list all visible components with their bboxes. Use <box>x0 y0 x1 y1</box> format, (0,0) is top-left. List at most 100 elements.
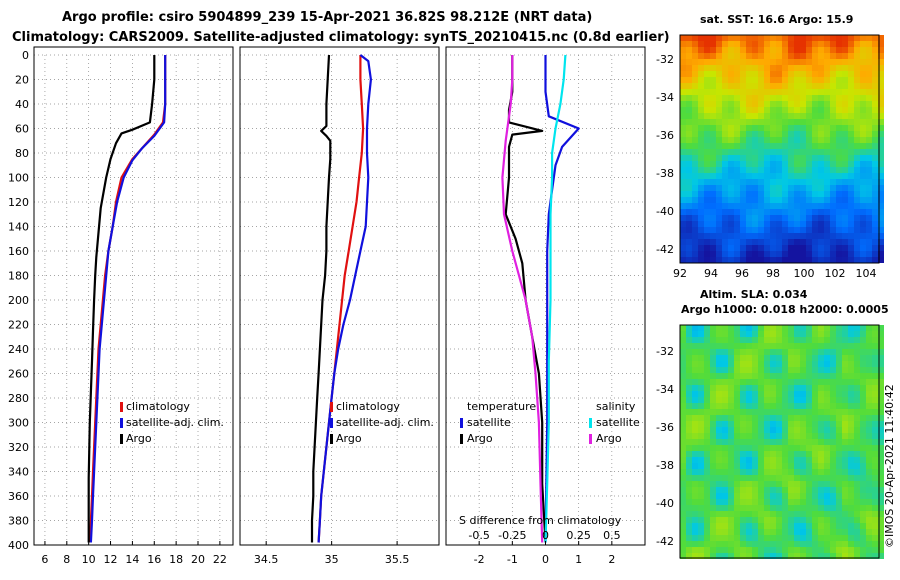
sla-map-cell <box>770 361 776 367</box>
sst-map-cell <box>872 47 878 53</box>
sla-map-cell <box>722 505 728 511</box>
sla-map-cell <box>698 373 704 379</box>
sla-map-cell <box>764 547 770 553</box>
sst-map-cell <box>788 155 794 161</box>
sst-map-cell <box>860 59 866 65</box>
sst-map-cell <box>692 71 698 77</box>
sla-map-cell <box>842 433 848 439</box>
sla-map-cell <box>794 427 800 433</box>
sst-map-cell <box>806 197 812 203</box>
sst-map-cell <box>788 71 794 77</box>
sst-map-cell <box>686 83 692 89</box>
sla-map-cell <box>698 403 704 409</box>
sla-map-cell <box>776 343 782 349</box>
sla-map-cell <box>872 487 878 493</box>
sst-map-cell <box>698 41 704 47</box>
sla-map-cell <box>854 355 860 361</box>
sla-map-cell <box>818 505 824 511</box>
sst-map-cell <box>728 245 734 251</box>
sla-map-cell <box>722 349 728 355</box>
sst-map-cell <box>830 233 836 239</box>
sst-map-cell <box>704 113 710 119</box>
legend-swatch-sal-argo <box>589 434 592 444</box>
sla-map-cell <box>860 385 866 391</box>
sla-map-cell <box>734 397 740 403</box>
sst-map-cell <box>722 83 728 89</box>
sla-map-cell <box>830 529 836 535</box>
sst-map-cell <box>764 233 770 239</box>
sst-map-cell <box>722 251 728 257</box>
sst-map-cell <box>770 209 776 215</box>
sla-map-cell <box>788 505 794 511</box>
sst-map-cell <box>824 185 830 191</box>
sst-map-cell <box>812 179 818 185</box>
sla-map-cell <box>728 415 734 421</box>
sst-map-cell <box>716 173 722 179</box>
sst-map-cell <box>734 41 740 47</box>
sst-map-cell <box>680 233 686 239</box>
sla-map-cell <box>764 415 770 421</box>
sla-map-cell <box>686 337 692 343</box>
sst-map-cell <box>848 35 854 41</box>
sst-map-cell <box>728 197 734 203</box>
sst-map-cell <box>854 83 860 89</box>
sla-map-cell <box>866 451 872 457</box>
sst-map-cell <box>716 125 722 131</box>
sst-map-cell <box>878 41 884 47</box>
sla-map-cell <box>848 397 854 403</box>
sst-map-cell <box>740 203 746 209</box>
sst-map-cell <box>872 245 878 251</box>
sla-map-cell <box>764 433 770 439</box>
sla-map-cell <box>794 439 800 445</box>
sst-map-cell <box>848 215 854 221</box>
sst-map-cell <box>860 65 866 71</box>
sla-map-cell <box>860 397 866 403</box>
sst-map-cell <box>872 101 878 107</box>
sst-map-cell <box>782 53 788 59</box>
sst-map-cell <box>776 197 782 203</box>
sla-map-cell <box>860 499 866 505</box>
sla-map-cell <box>698 337 704 343</box>
sst-map-cell <box>740 125 746 131</box>
sla-map-cell <box>728 499 734 505</box>
sla-map-cell <box>800 457 806 463</box>
sla-map-cell <box>818 469 824 475</box>
sst-map-cell <box>836 245 842 251</box>
sla-map-cell <box>704 421 710 427</box>
sst-map-cell <box>824 233 830 239</box>
sla-map-cell <box>734 379 740 385</box>
sla-map-cell <box>782 355 788 361</box>
sla-map-cell <box>806 499 812 505</box>
sst-map-cell <box>770 83 776 89</box>
sst-map-cell <box>722 77 728 83</box>
sst-map-cell <box>860 53 866 59</box>
sla-map-cell <box>848 427 854 433</box>
sst-map-cell <box>746 197 752 203</box>
sst-map-cell <box>800 209 806 215</box>
sst-map-cell <box>776 119 782 125</box>
sst-map-cell <box>716 161 722 167</box>
sst-map-cell <box>812 227 818 233</box>
sst-map-cell <box>740 173 746 179</box>
sst-map-cell <box>794 203 800 209</box>
sla-map-cell <box>752 457 758 463</box>
sst-map-cell <box>806 143 812 149</box>
sla-map-cell <box>710 457 716 463</box>
sst-map-cell <box>800 35 806 41</box>
sla-map-cell <box>722 421 728 427</box>
sla-map-cell <box>836 397 842 403</box>
sla-map-cell <box>716 337 722 343</box>
sst-map-cell <box>698 53 704 59</box>
sst-map-cell <box>776 35 782 41</box>
sst-map-cell <box>824 77 830 83</box>
sla-map-cell <box>836 337 842 343</box>
sst-map-cell <box>866 239 872 245</box>
sst-map-cell <box>812 71 818 77</box>
sla-map-cell <box>734 439 740 445</box>
sst-map-cell <box>842 245 848 251</box>
sla-map-cell <box>752 343 758 349</box>
sst-map-cell <box>758 59 764 65</box>
sla-map-cell <box>704 433 710 439</box>
sst-map-cell <box>872 209 878 215</box>
sst-map-cell <box>824 137 830 143</box>
